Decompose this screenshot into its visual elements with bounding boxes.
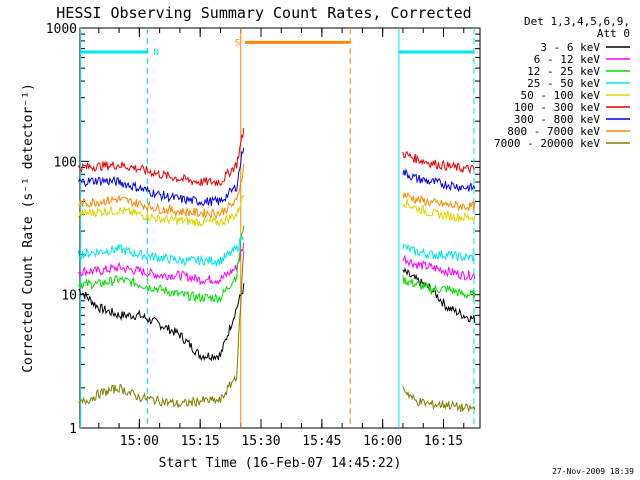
legend-label: 12 - 25 keV	[527, 65, 600, 78]
series-line	[78, 194, 245, 228]
legend-header-1: Det 1,3,4,5,6,9,	[524, 15, 630, 28]
y-tick-label: 1000	[46, 22, 77, 37]
legend-header-2: Att 0	[597, 27, 630, 40]
series-line	[402, 275, 476, 300]
series-line	[402, 191, 476, 212]
legend-label: 7000 - 20000 keV	[494, 137, 600, 150]
series-line	[402, 267, 476, 323]
flag-label: N	[153, 48, 158, 58]
y-tick-label: 100	[54, 155, 77, 170]
x-axis-label: Start Time (16-Feb-07 14:45:22)	[159, 456, 402, 471]
series-line	[402, 254, 476, 281]
series-line	[402, 198, 476, 224]
plot-area: 1 10 100 1000 15:00 15:15 15:30 15:45 16:00 16:15…	[46, 22, 481, 449]
series-line	[78, 242, 245, 286]
legend-label: 300 - 800 keV	[514, 113, 600, 126]
legend-label: 50 - 100 keV	[521, 89, 601, 102]
x-tick-label: 15:45	[302, 434, 341, 449]
y-axis-label: Corrected Count Rate (s⁻¹ detector⁻¹)	[21, 83, 36, 373]
series-line	[402, 385, 476, 413]
legend-label: 25 - 50 keV	[527, 77, 600, 90]
flag-label: S	[235, 38, 240, 48]
x-tick-label: 15:30	[241, 434, 280, 449]
x-tick-label: 15:00	[120, 434, 159, 449]
series-line	[402, 243, 475, 262]
series-line	[402, 150, 476, 175]
x-tick-label: 15:15	[181, 434, 220, 449]
chart-title: HESSI Observing Summary Count Rates, Cor…	[56, 4, 471, 22]
series-line	[78, 235, 245, 268]
series-line	[78, 147, 245, 207]
legend-label: 800 - 7000 keV	[507, 125, 600, 138]
series-line	[78, 283, 245, 362]
legend-label: 6 - 12 keV	[534, 53, 601, 66]
series-line	[402, 167, 476, 193]
footer-timestamp: 27-Nov-2009 18:39	[552, 467, 634, 476]
legend-label: 100 - 300 keV	[514, 101, 600, 114]
x-tick-label: 16:15	[424, 434, 463, 449]
series-line	[78, 128, 245, 187]
x-tick-label: 16:00	[363, 434, 402, 449]
series-line	[78, 163, 245, 220]
y-tick-label: 10	[61, 289, 77, 304]
series-line	[78, 225, 245, 304]
y-tick-label: 1	[69, 422, 77, 437]
series-line	[78, 251, 245, 408]
plot-frame	[79, 27, 481, 429]
legend-label: 3 - 6 keV	[540, 41, 600, 54]
